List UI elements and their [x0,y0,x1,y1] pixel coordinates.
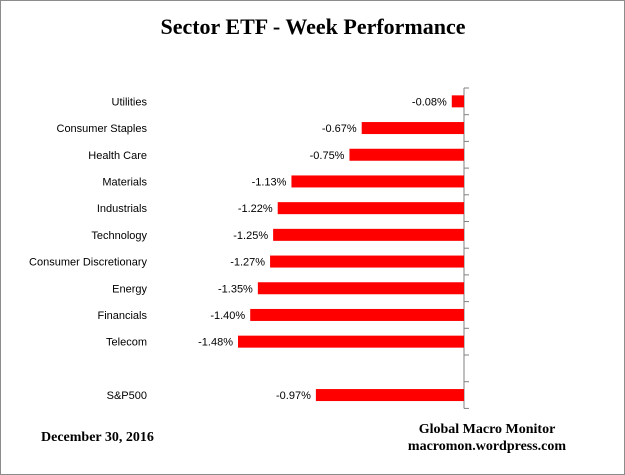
bar [257,282,464,295]
bar [361,122,464,135]
data-label: -0.08% [412,96,447,108]
plot-area: Utilities -0.08% Consumer Staples -0.67% Hea… [29,87,469,409]
category-label: Financials [97,310,147,322]
data-label: -1.48% [198,337,233,349]
bar [315,389,464,402]
source-name: Global Macro Monitor [419,422,556,437]
category-label: Consumer Discretionary [29,257,147,269]
category-label: Materials [102,176,147,188]
category-label: S&P500 [107,390,147,402]
data-label: -1.13% [252,176,287,188]
data-label: -1.25% [233,230,268,242]
category-label: Health Care [88,150,147,162]
data-label: -1.22% [238,203,273,215]
source-url: macromon.wordpress.com [408,439,566,454]
data-label: -0.97% [276,390,311,402]
data-label: -0.67% [322,123,357,135]
category-label: Industrials [97,203,148,215]
data-label: -0.75% [310,150,345,162]
bar [277,202,464,215]
bar [349,148,464,161]
bar [250,308,464,321]
date-label: December 30, 2016 [41,430,154,445]
bar [238,335,464,348]
category-label: Consumer Staples [57,123,148,135]
bar [270,255,464,268]
category-label: Telecom [106,337,147,349]
category-label: Technology [91,230,147,242]
data-label: -1.35% [218,283,253,295]
bar [291,175,464,188]
category-label: Utilities [112,96,148,108]
bar [273,228,464,241]
category-label: Energy [112,283,147,295]
data-label: -1.40% [210,310,245,322]
chart-title: Sector ETF - Week Performance [160,14,465,39]
bar [451,95,464,108]
data-label: -1.27% [230,257,265,269]
